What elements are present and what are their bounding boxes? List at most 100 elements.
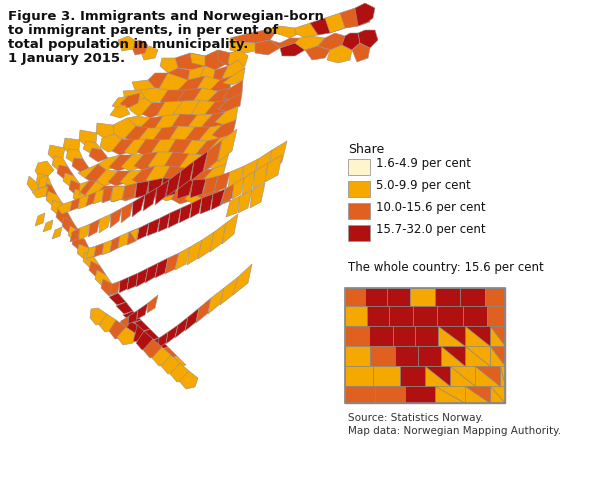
- Polygon shape: [437, 306, 463, 326]
- Polygon shape: [137, 303, 148, 319]
- Polygon shape: [86, 192, 96, 206]
- Polygon shape: [190, 179, 206, 198]
- Polygon shape: [465, 346, 490, 366]
- Polygon shape: [222, 214, 238, 244]
- Polygon shape: [210, 76, 232, 93]
- Polygon shape: [56, 208, 73, 225]
- Polygon shape: [145, 263, 158, 283]
- Polygon shape: [212, 120, 236, 139]
- Polygon shape: [218, 50, 240, 66]
- Polygon shape: [129, 180, 152, 198]
- Polygon shape: [102, 187, 113, 203]
- Polygon shape: [85, 181, 104, 200]
- Polygon shape: [203, 176, 218, 196]
- Polygon shape: [94, 186, 116, 201]
- Polygon shape: [167, 139, 192, 158]
- Polygon shape: [155, 114, 180, 131]
- Polygon shape: [191, 151, 208, 181]
- Polygon shape: [158, 213, 170, 232]
- Polygon shape: [86, 246, 96, 259]
- Polygon shape: [72, 235, 89, 251]
- Polygon shape: [109, 155, 132, 171]
- Polygon shape: [148, 178, 163, 197]
- Polygon shape: [137, 139, 160, 156]
- Polygon shape: [118, 36, 136, 51]
- Polygon shape: [118, 232, 129, 248]
- Polygon shape: [70, 198, 80, 211]
- Polygon shape: [155, 258, 168, 278]
- Text: 10.0-15.6 per cent: 10.0-15.6 per cent: [376, 201, 486, 214]
- Polygon shape: [270, 38, 300, 48]
- Polygon shape: [127, 273, 138, 290]
- Polygon shape: [131, 320, 150, 332]
- Polygon shape: [134, 152, 158, 170]
- Polygon shape: [352, 43, 370, 62]
- Polygon shape: [228, 166, 244, 189]
- Polygon shape: [345, 346, 370, 366]
- Polygon shape: [213, 66, 232, 83]
- Polygon shape: [345, 386, 375, 403]
- Polygon shape: [94, 243, 104, 257]
- Polygon shape: [148, 152, 173, 170]
- Polygon shape: [218, 129, 237, 162]
- Polygon shape: [110, 208, 122, 228]
- Polygon shape: [465, 386, 490, 403]
- Polygon shape: [177, 88, 202, 104]
- Polygon shape: [110, 236, 120, 252]
- Polygon shape: [389, 306, 413, 326]
- Polygon shape: [178, 76, 205, 92]
- Text: Figure 3. Immigrants and Norwegian-born: Figure 3. Immigrants and Norwegian-born: [8, 10, 324, 23]
- Polygon shape: [102, 240, 112, 255]
- Polygon shape: [36, 173, 52, 189]
- Polygon shape: [370, 346, 395, 366]
- Polygon shape: [490, 326, 505, 346]
- Polygon shape: [200, 194, 213, 214]
- Polygon shape: [161, 355, 180, 374]
- Polygon shape: [265, 155, 282, 182]
- Polygon shape: [51, 200, 68, 216]
- Polygon shape: [209, 134, 233, 154]
- Polygon shape: [128, 323, 144, 342]
- Polygon shape: [99, 314, 116, 332]
- Polygon shape: [32, 186, 48, 198]
- Polygon shape: [345, 306, 367, 326]
- Polygon shape: [124, 139, 146, 155]
- Polygon shape: [253, 163, 268, 189]
- Polygon shape: [117, 327, 135, 345]
- Polygon shape: [177, 179, 193, 199]
- Polygon shape: [158, 73, 188, 93]
- Polygon shape: [171, 114, 197, 131]
- Polygon shape: [255, 40, 280, 55]
- Polygon shape: [110, 105, 130, 118]
- Polygon shape: [83, 252, 100, 269]
- Polygon shape: [160, 58, 178, 73]
- Polygon shape: [387, 288, 410, 306]
- Polygon shape: [400, 366, 425, 386]
- Polygon shape: [132, 195, 145, 217]
- Polygon shape: [127, 228, 139, 245]
- Polygon shape: [310, 18, 345, 35]
- Polygon shape: [77, 244, 94, 260]
- Polygon shape: [137, 223, 149, 240]
- Polygon shape: [69, 180, 85, 196]
- Polygon shape: [238, 190, 252, 213]
- Polygon shape: [120, 93, 140, 108]
- Polygon shape: [43, 220, 53, 232]
- Polygon shape: [112, 139, 134, 155]
- Polygon shape: [152, 347, 171, 366]
- Polygon shape: [250, 183, 265, 208]
- Polygon shape: [460, 288, 485, 306]
- Polygon shape: [35, 161, 54, 178]
- Polygon shape: [202, 112, 225, 130]
- Polygon shape: [415, 326, 438, 346]
- Polygon shape: [208, 288, 224, 314]
- Polygon shape: [269, 141, 287, 170]
- Polygon shape: [89, 148, 108, 162]
- Polygon shape: [179, 203, 192, 223]
- Polygon shape: [120, 170, 142, 186]
- Polygon shape: [136, 268, 148, 287]
- Polygon shape: [151, 139, 176, 156]
- Polygon shape: [280, 43, 305, 56]
- Polygon shape: [373, 366, 400, 386]
- Polygon shape: [157, 180, 183, 201]
